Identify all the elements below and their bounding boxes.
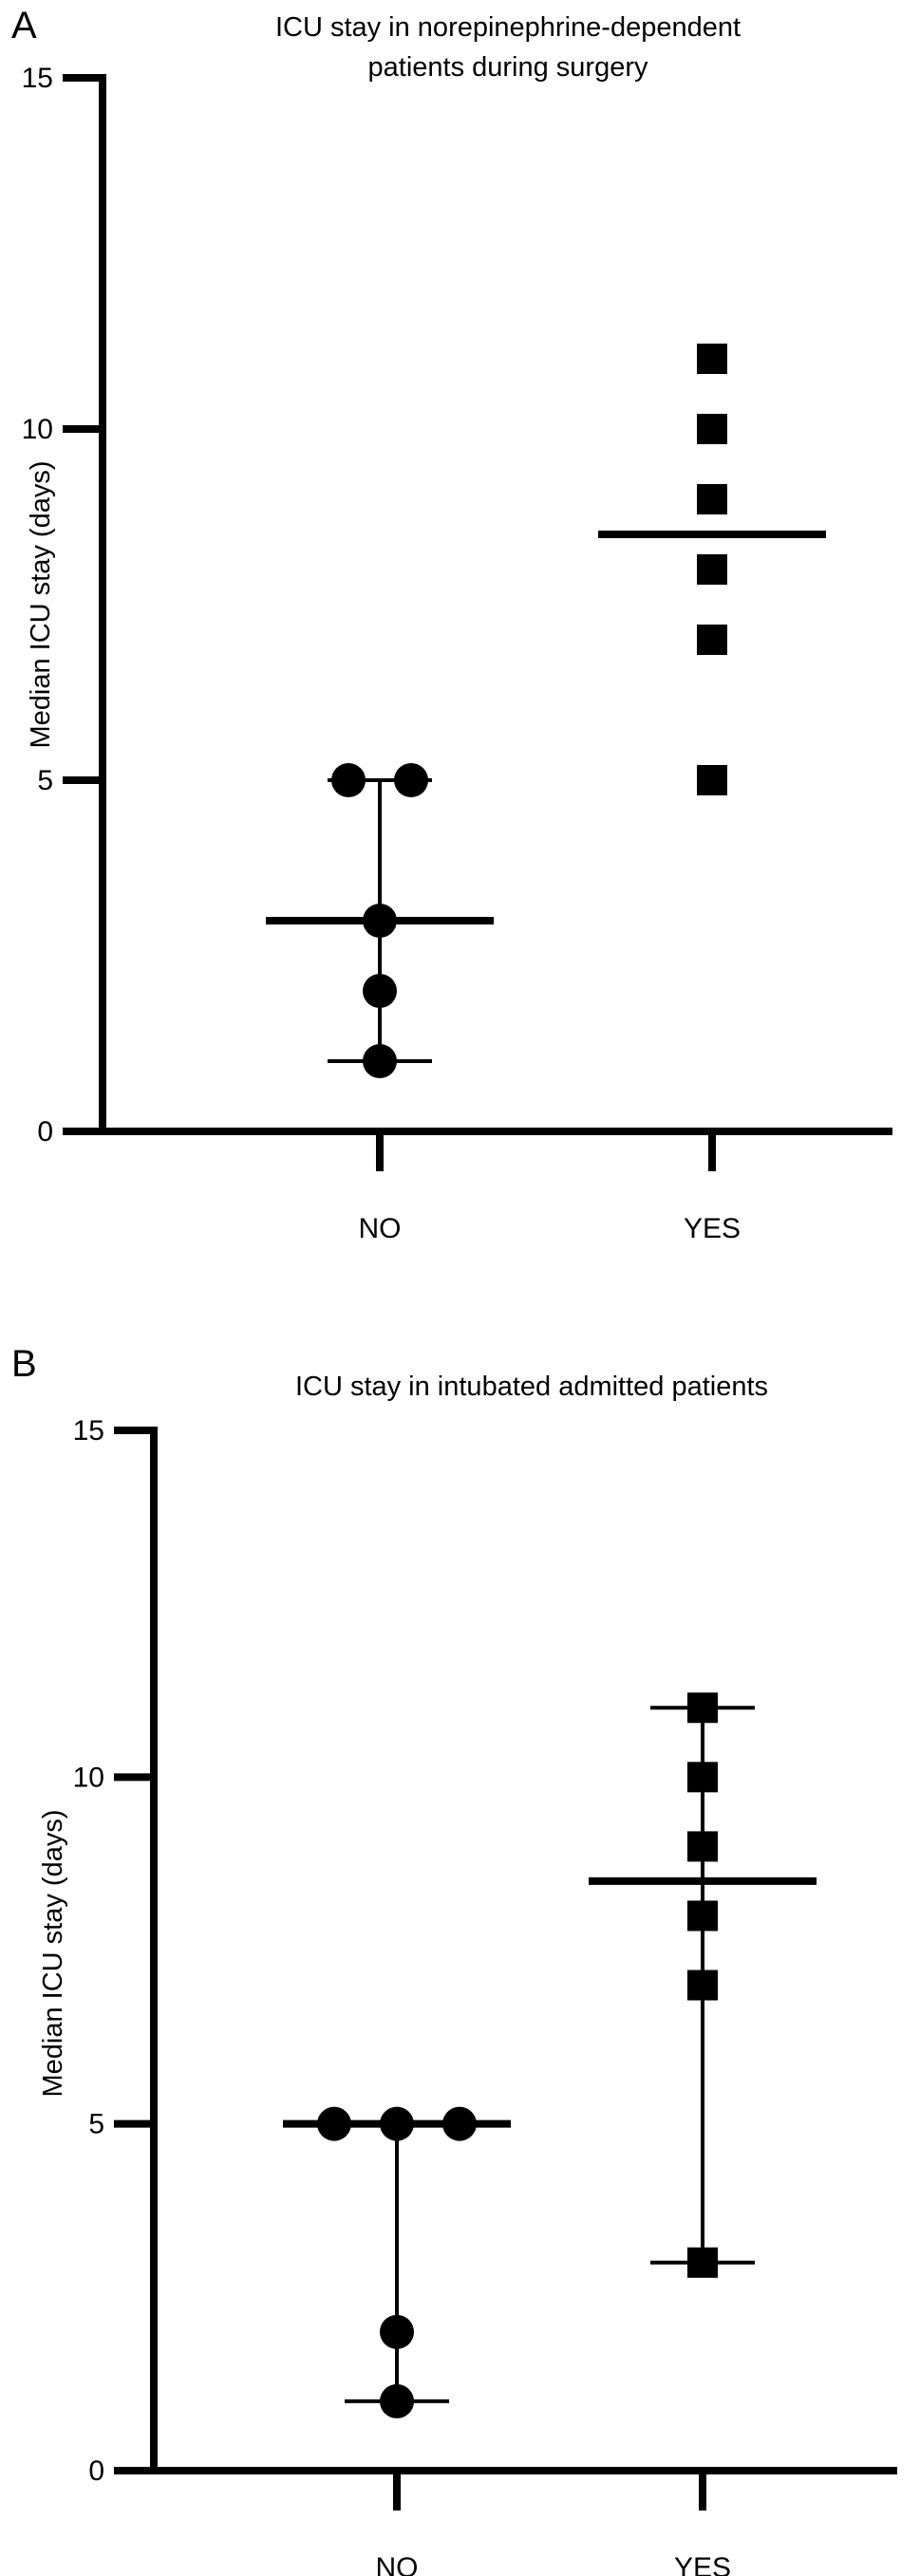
x-tick-label: NO — [359, 1213, 402, 1244]
series-yes — [589, 1692, 817, 2278]
data-point — [687, 1762, 718, 1793]
data-point — [697, 554, 727, 585]
data-point — [331, 763, 366, 797]
chart-title: patients during surgery — [368, 52, 648, 83]
y-tick-label: 15 — [73, 1415, 104, 1447]
y-tick-label: 15 — [22, 63, 53, 94]
data-point — [687, 2247, 718, 2278]
x-tick-label: YES — [684, 1213, 741, 1244]
y-tick-label: 10 — [73, 1762, 104, 1793]
panel-label: B — [11, 1343, 37, 1385]
data-point — [697, 765, 727, 795]
series-yes — [598, 344, 826, 795]
y-tick-label: 5 — [37, 765, 53, 796]
y-tick-label: 5 — [88, 2109, 104, 2140]
y-tick-label: 0 — [88, 2455, 104, 2487]
data-point — [363, 1044, 397, 1078]
data-point — [697, 344, 727, 374]
chart-title: ICU stay in norepinephrine-dependent — [275, 12, 741, 43]
y-tick-label: 0 — [37, 1116, 53, 1148]
y-axis-label: Median ICU stay (days) — [26, 461, 56, 749]
chart-title: ICU stay in intubated admitted patients — [295, 1372, 768, 1402]
data-point — [697, 625, 727, 655]
data-point — [363, 974, 397, 1008]
data-point — [687, 1900, 718, 1932]
data-point — [687, 1831, 718, 1862]
data-point — [697, 414, 727, 444]
data-point — [687, 1692, 718, 1724]
y-tick-label: 10 — [22, 414, 53, 445]
data-point — [380, 2314, 414, 2349]
data-point — [697, 484, 727, 514]
data-point — [394, 763, 428, 797]
y-axis-label: Median ICU stay (days) — [38, 1810, 68, 2098]
x-tick-label: YES — [674, 2552, 731, 2576]
x-tick-label: NO — [376, 2552, 419, 2576]
chart-panel-a: A ICU stay in norepinephrine-dependent pat… — [11, 5, 892, 1244]
data-point — [380, 2383, 414, 2418]
series-no — [283, 2106, 511, 2418]
panel-label: A — [11, 5, 37, 47]
series-no — [266, 763, 494, 1078]
chart-panel-b: B ICU stay in intubated admitted patients… — [11, 1343, 897, 2576]
data-point — [687, 1969, 718, 2001]
